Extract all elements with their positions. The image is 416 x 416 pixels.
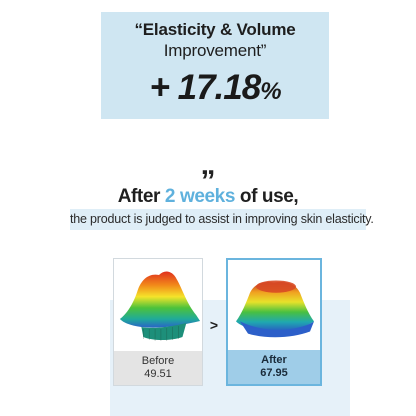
after-3d-elasticity-map — [236, 280, 314, 338]
headline-before: After — [117, 186, 165, 207]
headline-accent: 2 weeks — [164, 186, 235, 207]
headline-after: of use, — [235, 186, 299, 207]
before-value: 49.51 — [144, 368, 172, 380]
quote-mark: „ — [200, 148, 216, 181]
stat-title-line2: Improvement” — [163, 41, 267, 60]
after-card: After 67.95 — [226, 258, 322, 386]
after-value: 67.95 — [260, 367, 288, 379]
after-label: After — [261, 354, 287, 366]
stat-value: + 17.18% — [101, 68, 329, 108]
before-card: Before 49.51 — [113, 258, 203, 386]
stat-box: “Elasticity & Volume Improvement” + 17.1… — [101, 12, 329, 119]
stat-title-line1: “Elasticity & Volume — [134, 20, 296, 39]
before-label: Before — [141, 355, 175, 367]
after-footer: After 67.95 — [228, 350, 320, 384]
stat-value-unit: % — [260, 78, 281, 105]
before-3d-elasticity-map — [119, 271, 201, 341]
arrow-icon: > — [209, 317, 219, 333]
stat-value-number: + 17.18 — [149, 68, 261, 107]
subline: the product is judged to assist in impro… — [70, 209, 374, 230]
before-footer: Before 49.51 — [114, 351, 202, 385]
headline: After 2 weeks of use, — [0, 186, 416, 208]
